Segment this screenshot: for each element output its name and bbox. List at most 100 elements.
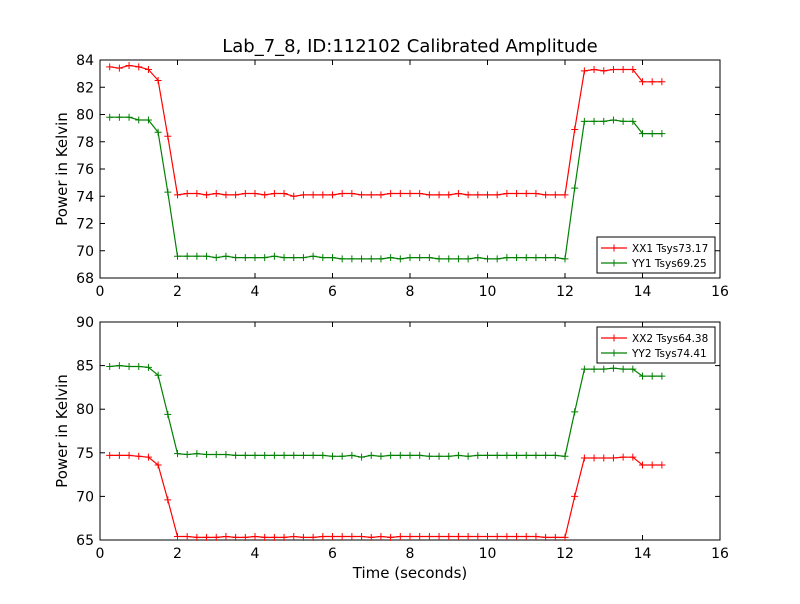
chart-1-series-2-line bbox=[109, 116, 662, 260]
chart-2-series-2-point bbox=[493, 451, 501, 459]
chart-2-series-2-point bbox=[580, 365, 588, 373]
chart-1-series-2-point bbox=[551, 254, 559, 262]
chart-2-series-2-point bbox=[106, 362, 114, 370]
chart-2-x-tick-label: 4 bbox=[251, 546, 260, 562]
chart-1-y-tick-label: 68 bbox=[76, 271, 94, 287]
chart-1-series-1-point bbox=[406, 190, 414, 198]
chart-2-series-1-point bbox=[474, 533, 482, 541]
chart-1-series-1-point bbox=[561, 191, 569, 199]
chart-2-series-2-point bbox=[416, 451, 424, 459]
chart-2-x-tick-label: 0 bbox=[96, 546, 105, 562]
chart-2-legend-marker-1 bbox=[610, 334, 618, 342]
chart-1-series-2-point bbox=[513, 254, 521, 262]
chart-2-series-1-point bbox=[416, 533, 424, 541]
chart-1-series-1-point bbox=[125, 61, 133, 69]
chart-2-legend bbox=[596, 326, 716, 364]
chart-1-series-2-point bbox=[241, 254, 249, 262]
chart-1-series-1-point bbox=[425, 191, 433, 199]
chart-2-series-1-point bbox=[464, 533, 472, 541]
chart-2-series-1-point bbox=[435, 533, 443, 541]
chart-2-series-2-point bbox=[144, 363, 152, 371]
chart-1-series-2-point bbox=[580, 117, 588, 125]
chart-1-series-2-point bbox=[484, 255, 491, 263]
chart-1-series-2-point bbox=[609, 116, 617, 124]
chart-1-x-tick-label: 4 bbox=[251, 284, 260, 300]
chart-2-x-tick-label: 8 bbox=[406, 546, 415, 562]
chart-1-series-1-point bbox=[629, 66, 637, 74]
chart-1-series-1-point bbox=[532, 190, 540, 198]
chart-1-series-2-point bbox=[299, 254, 307, 262]
chart-1-series-2-point bbox=[503, 254, 511, 262]
chart-2-series-1-point bbox=[251, 533, 259, 541]
chart-2-series-2-point bbox=[241, 451, 249, 459]
chart-2-series-1-point bbox=[144, 453, 152, 461]
chart-1-series-2-point bbox=[290, 254, 298, 262]
chart-1-series-1-point bbox=[358, 191, 366, 199]
chart-2-series-1-point bbox=[406, 533, 414, 541]
chart-1-series-1-point bbox=[639, 78, 646, 86]
chart-2-series-1-point bbox=[522, 533, 530, 541]
chart-2-legend-marker-2 bbox=[610, 349, 618, 357]
chart-1-series-2-point bbox=[222, 252, 230, 260]
chart-1-series-2-point bbox=[571, 184, 579, 192]
chart-2-series-2-point bbox=[348, 451, 356, 459]
chart-2-series-2-point bbox=[135, 362, 143, 370]
chart-1-y-axis-title: Power in Kelvin bbox=[53, 112, 71, 226]
chart-2-series-2-point bbox=[542, 451, 550, 459]
chart-2-series-1-point bbox=[154, 461, 162, 469]
chart-2-series-2-point bbox=[406, 451, 414, 459]
chart-2-series-2-point bbox=[174, 450, 181, 458]
chart-2-series-2-line bbox=[109, 364, 662, 458]
chart-1-series-2-point bbox=[561, 255, 569, 263]
chart-2-legend-label-1: XX2 Tsys64.38 bbox=[632, 333, 708, 345]
chart-2-series-1-point bbox=[648, 461, 656, 469]
chart-1-series-1-point bbox=[416, 190, 424, 198]
chart-2-series-1-point bbox=[513, 533, 521, 541]
chart-1-series-1-point bbox=[241, 190, 249, 198]
chart-2-series-1-point bbox=[222, 533, 230, 541]
chart-2-series-2-point bbox=[425, 452, 433, 460]
chart-1-series-1-point bbox=[571, 125, 579, 133]
chart-1-series-1-point bbox=[609, 66, 617, 74]
chart-1-series-1-point bbox=[454, 190, 462, 198]
chart-2-x-tick-label: 14 bbox=[634, 546, 652, 562]
chart-2-series-1-point bbox=[551, 533, 559, 541]
chart-2-x-axis-title: Time (seconds) bbox=[352, 564, 468, 582]
chart-1-series-2-point bbox=[329, 254, 336, 262]
chart-2-series-2-point bbox=[474, 451, 482, 459]
chart-2-series-2-point bbox=[319, 451, 327, 459]
chart-1-series-2-point bbox=[125, 113, 133, 121]
chart-2-series-2-point bbox=[270, 451, 278, 459]
chart-1-series-2-point bbox=[629, 117, 637, 125]
chart-1-y-tick-label: 80 bbox=[76, 108, 94, 124]
chart-2-series-1-point bbox=[348, 533, 356, 541]
chart-2-y-tick-label: 70 bbox=[76, 489, 94, 505]
chart-1-series-1-point bbox=[590, 66, 598, 74]
chart-1-series-2-point bbox=[406, 254, 414, 262]
chart-1-series-2-point bbox=[280, 254, 288, 262]
chart-2-x-tick-label: 6 bbox=[328, 546, 337, 562]
chart-1-series-1-point bbox=[445, 191, 453, 199]
chart-1-series-2-point bbox=[154, 128, 162, 136]
chart-1-series-1-point bbox=[280, 190, 288, 198]
chart-1-x-tick-label: 16 bbox=[711, 284, 729, 300]
chart-2-series-1-point bbox=[542, 533, 550, 541]
chart-1-series-2-point bbox=[648, 130, 656, 138]
chart-2-series-1-point bbox=[580, 454, 588, 462]
chart-1-series-1-line bbox=[109, 64, 662, 197]
chart-1-series-1-point bbox=[115, 64, 123, 72]
chart-1-series-2-point bbox=[377, 255, 385, 263]
chart-2-series-1-point bbox=[658, 461, 666, 469]
chart-1-y-tick-label: 70 bbox=[76, 244, 94, 260]
chart-1-series-1-point bbox=[329, 191, 336, 199]
chart-2-series-1-point bbox=[571, 492, 579, 500]
chart-2-series-1-point bbox=[493, 533, 501, 541]
chart-1-series-1-point bbox=[377, 191, 385, 199]
chart-1-series-1-point bbox=[319, 191, 327, 199]
chart-2-series-2-point bbox=[619, 365, 627, 373]
chart-1-series-2-point bbox=[542, 254, 550, 262]
chart-1-series-2-point bbox=[193, 252, 201, 260]
chart-2-series-1-point bbox=[309, 533, 317, 541]
chart-2-series-2-point bbox=[212, 451, 220, 459]
chart-2-series-2-point bbox=[154, 371, 162, 379]
